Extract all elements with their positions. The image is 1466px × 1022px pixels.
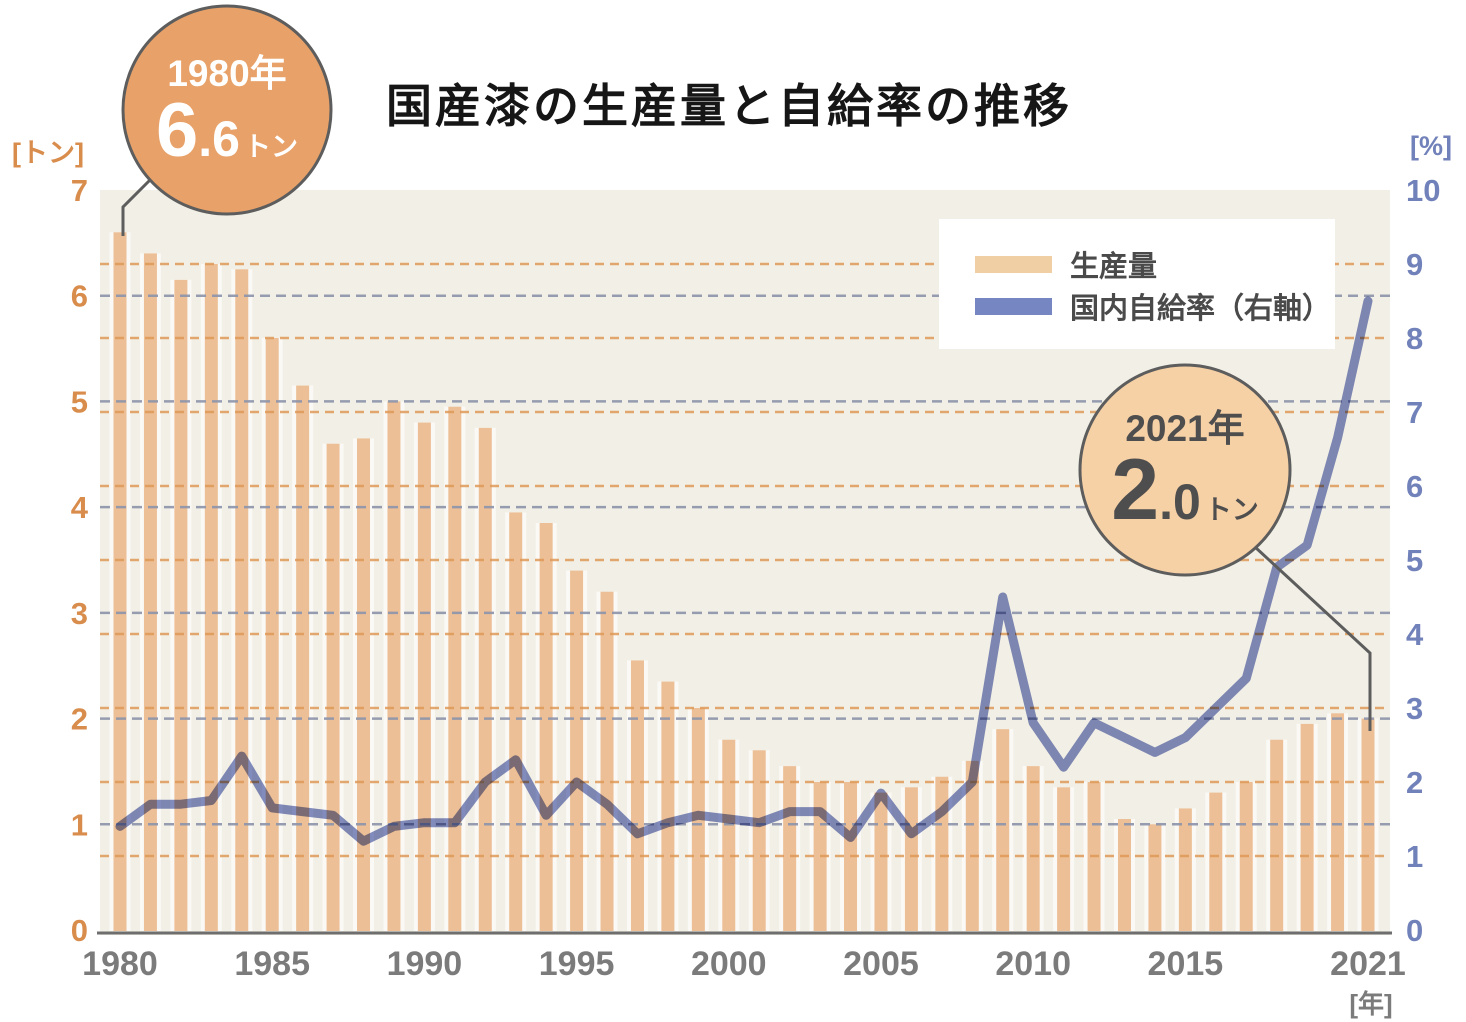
callout-2021-year: 2021年 — [1125, 407, 1245, 449]
bar-1991 — [448, 406, 462, 931]
x-axis-tick-2005: 2005 — [843, 945, 919, 983]
callout-2021-circle — [1078, 363, 1292, 577]
left-axis-tick-0: 0 — [71, 913, 88, 948]
legend-label-self-sufficiency: 国内自給率（右軸） — [1070, 293, 1332, 325]
callout-1980: 1980年 6.6 トン — [123, 8, 331, 212]
x-axis-tick-1990: 1990 — [387, 945, 463, 983]
bar-1988 — [357, 438, 371, 931]
left-axis-tick-6: 6 — [71, 279, 88, 314]
legend-item-self-sufficiency: 国内自給率（右軸） — [939, 285, 1335, 327]
bar-2014 — [1148, 824, 1162, 931]
bar-2018 — [1270, 739, 1284, 931]
bar-1981 — [143, 253, 157, 931]
bar-2011 — [1057, 787, 1071, 931]
left-axis-unit-label: [トン] — [12, 138, 84, 168]
gridlines-layer — [100, 262, 1390, 858]
bar-2008 — [965, 760, 979, 931]
chart-title: 国産漆の生産量と自給率の推移 — [386, 80, 1072, 132]
callout-1980-value-int: 6 — [156, 88, 199, 174]
left-axis-tick-2: 2 — [71, 702, 88, 737]
right-axis-tick-10: 10 — [1406, 173, 1440, 208]
bar-2010 — [1026, 766, 1040, 931]
bar-1982 — [174, 279, 188, 931]
bar-2006 — [904, 787, 918, 931]
right-axis-unit-label: [%] — [1410, 131, 1452, 161]
left-axis-tick-1: 1 — [71, 807, 88, 842]
right-axis-tick-4: 4 — [1406, 617, 1424, 652]
bar-1993 — [509, 512, 523, 931]
bar-1986 — [296, 385, 310, 932]
bar-1984 — [235, 269, 249, 931]
bar-2002 — [783, 766, 797, 931]
x-axis-tick-1980: 1980 — [82, 945, 158, 983]
left-axis-tick-7: 7 — [71, 173, 88, 208]
bar-1997 — [630, 660, 644, 931]
bar-2005 — [874, 792, 888, 931]
callout-1980-value-unit: トン — [243, 132, 298, 163]
bar-2020 — [1331, 713, 1345, 931]
right-axis-tick-6: 6 — [1406, 469, 1423, 504]
right-axis-tick-8: 8 — [1406, 321, 1423, 356]
legend-label-production: 生産量 — [1070, 251, 1158, 283]
right-axis-tick-2: 2 — [1406, 765, 1423, 800]
bar-2000 — [722, 739, 736, 931]
bar-2019 — [1300, 723, 1314, 931]
bar-1998 — [661, 681, 675, 931]
bar-1983 — [204, 264, 218, 931]
axis-ticks-layer: 0 1 2 3 4 5 6 7 0 1 2 3 4 5 6 7 8 9 10 1980 1985 1990 1995 2000… — [71, 173, 1441, 983]
x-axis-tick-2015: 2015 — [1148, 945, 1224, 983]
right-axis-tick-0: 0 — [1406, 913, 1423, 948]
bar-2007 — [935, 776, 949, 931]
right-axis-tick-9: 9 — [1406, 247, 1423, 282]
bar-1994 — [539, 523, 553, 931]
right-axis-tick-5: 5 — [1406, 543, 1423, 578]
bar-1995 — [570, 570, 584, 931]
callout-2021-value-dec: .0 — [1159, 474, 1201, 531]
x-axis-tick-2010: 2010 — [995, 945, 1071, 983]
bar-1980 — [113, 232, 127, 932]
self-sufficiency-line — [115, 296, 1373, 846]
callout-1980-year: 1980年 — [167, 52, 287, 94]
x-axis-tick-2021: 2021 — [1330, 945, 1406, 983]
right-axis-tick-7: 7 — [1406, 395, 1423, 430]
x-axis-unit-label: [年] — [1349, 989, 1393, 1019]
callout-2021-value-unit: トン — [1204, 495, 1259, 526]
legend: 生産量 国内自給率（右軸） — [939, 219, 1335, 349]
bar-1992 — [478, 427, 492, 931]
callout-2021-value: 2.0 トン — [1111, 442, 1259, 539]
callout-1980-value-dec: .6 — [198, 111, 240, 168]
left-axis-tick-4: 4 — [71, 490, 89, 525]
callout-1980-value: 6.6 トン — [156, 88, 298, 174]
production-bars-layer — [109, 232, 1379, 932]
callout-2021-value-int: 2 — [1111, 442, 1160, 539]
right-axis-tick-1: 1 — [1406, 839, 1423, 874]
left-axis-tick-5: 5 — [71, 384, 88, 419]
production-bar-swatch-icon — [975, 255, 1052, 273]
callout-2021: 2021年 2.0 トン — [1080, 365, 1290, 575]
callout-2021-leader-line — [1253, 545, 1372, 731]
self-sufficiency-line-swatch-icon — [975, 297, 1052, 315]
legend-item-production: 生産量 — [939, 243, 1335, 285]
bar-2015 — [1178, 808, 1192, 931]
bar-2013 — [1117, 819, 1131, 931]
bar-1987 — [326, 443, 340, 931]
callout-1980-circle — [121, 4, 333, 216]
bar-1989 — [387, 401, 401, 931]
bar-1990 — [417, 422, 431, 931]
callout-1980-leader-line — [121, 176, 154, 236]
right-axis-tick-3: 3 — [1406, 691, 1423, 726]
x-axis-tick-1985: 1985 — [234, 945, 310, 983]
x-axis-tick-1995: 1995 — [539, 945, 615, 983]
bar-1996 — [600, 591, 614, 931]
bar-2016 — [1209, 792, 1223, 931]
x-axis-tick-2000: 2000 — [691, 945, 767, 983]
left-axis-tick-3: 3 — [71, 596, 88, 631]
bar-2009 — [996, 729, 1010, 931]
bar-2001 — [752, 750, 766, 931]
